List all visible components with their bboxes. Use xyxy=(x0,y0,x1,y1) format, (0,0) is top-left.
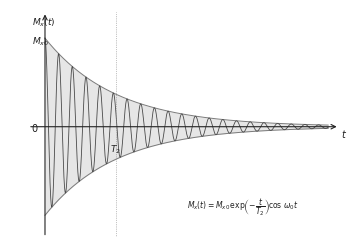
Text: $T_2$: $T_2$ xyxy=(110,143,121,156)
Text: $M_x(t) = M_{x0}\,\exp\!\left(-\dfrac{t}{T_2}\right)\!\cos\,\omega_0 t$: $M_x(t) = M_{x0}\,\exp\!\left(-\dfrac{t}… xyxy=(187,196,299,218)
Text: $M_{x0}$: $M_{x0}$ xyxy=(32,36,49,48)
Text: $M_x(t)$: $M_x(t)$ xyxy=(32,17,56,29)
Text: $0$: $0$ xyxy=(32,121,39,133)
Text: $t$: $t$ xyxy=(341,128,347,139)
